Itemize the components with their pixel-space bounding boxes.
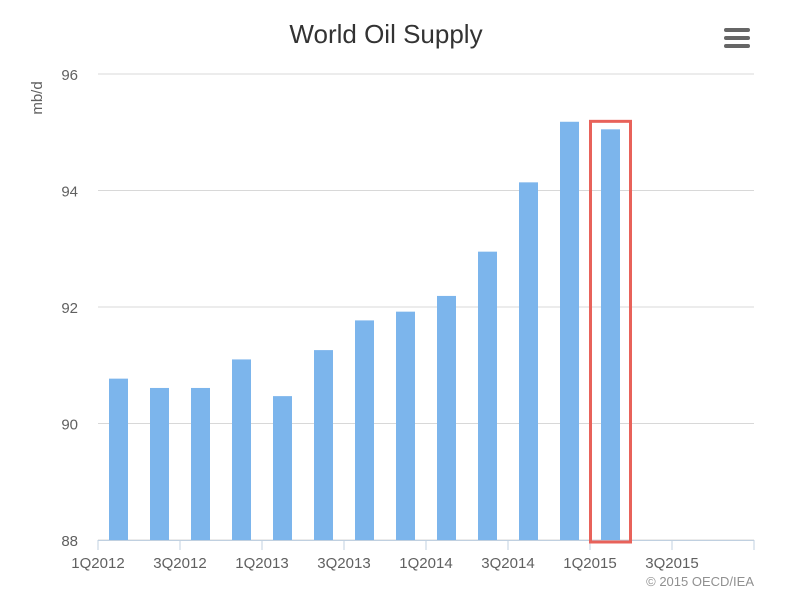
bar-1Q2012: [109, 378, 128, 540]
x-tick-label: 3Q2012: [153, 555, 206, 572]
bar-2Q2012: [150, 387, 169, 540]
bar-1Q2015: [601, 129, 620, 540]
menu-icon-bar-top: [724, 28, 750, 32]
bar-3Q2014: [519, 182, 538, 540]
bar-4Q2013: [396, 311, 415, 540]
chart-title: World Oil Supply: [289, 19, 482, 49]
y-tick-label: 88: [61, 533, 78, 550]
y-tick-label: 92: [61, 300, 78, 317]
y-tick-label: 94: [61, 184, 78, 201]
bars: [109, 121, 620, 540]
bar-1Q2013: [273, 396, 292, 540]
x-tick-label: 1Q2012: [71, 555, 124, 572]
x-axis: 1Q2012 3Q2012 1Q2013 3Q2013 1Q2014 3Q2014 1Q20…: [71, 540, 755, 572]
bar-2Q2014: [478, 251, 497, 540]
x-tick-label: 1Q2013: [235, 555, 288, 572]
menu-icon-bar-bottom: [724, 44, 750, 48]
bar-4Q2014: [560, 121, 579, 540]
y-axis-title: mb/d: [29, 81, 46, 114]
y-tick-label: 90: [61, 417, 78, 434]
x-tick-label: 1Q2014: [399, 555, 452, 572]
x-tick-label: 1Q2015: [563, 555, 616, 572]
bar-4Q2012: [232, 359, 251, 540]
y-tick-label: 96: [61, 67, 78, 84]
x-tick-label: 3Q2015: [645, 555, 698, 572]
bar-1Q2014: [437, 295, 456, 540]
bar-3Q2012: [191, 387, 210, 540]
y-axis-ticks: 88 90 92 94 96: [61, 67, 78, 550]
x-tick-label: 3Q2013: [317, 555, 370, 572]
highlight-rect: [589, 119, 632, 544]
credits[interactable]: © 2015 OECD/IEA: [646, 574, 754, 589]
menu-icon-bar-middle: [724, 36, 750, 40]
x-tick-label: 3Q2014: [481, 555, 534, 572]
bar-2Q2013: [314, 350, 333, 540]
context-menu-button[interactable]: [724, 28, 750, 48]
highlight-box: [589, 119, 632, 544]
bar-3Q2013: [355, 320, 374, 540]
